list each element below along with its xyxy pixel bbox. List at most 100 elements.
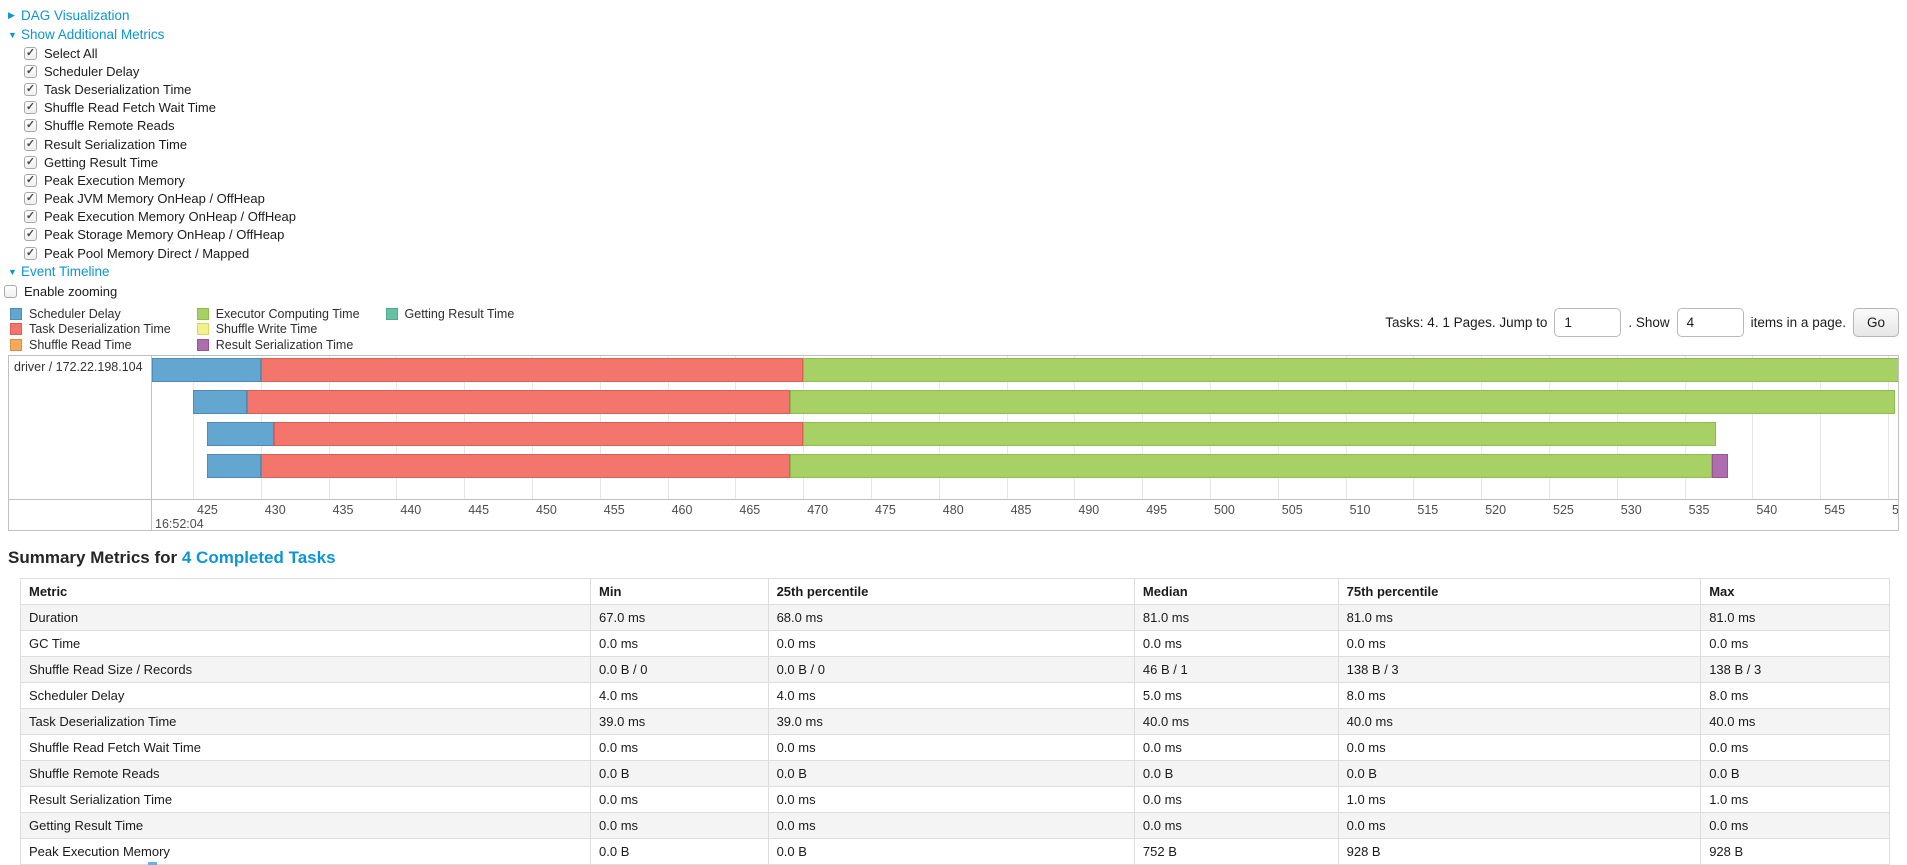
table-cell: 138 B / 3 <box>1337 655 1702 683</box>
metric-checkbox-label: Peak Execution Memory <box>44 172 185 188</box>
metric-checkbox[interactable]: ✓ <box>24 64 37 78</box>
metric-checkbox-label: Result Serialization Time <box>44 136 188 152</box>
dag-visualization-link[interactable]: DAG Visualization <box>21 8 130 23</box>
axis-tick-label: 470 <box>807 502 829 517</box>
table-header-cell: Median <box>1133 577 1339 605</box>
metric-checkbox-label: Getting Result Time <box>44 154 159 170</box>
task-bar-segment-computing[interactable] <box>789 389 1895 414</box>
task-bar-segment-scheduler_delay[interactable] <box>206 453 261 478</box>
table-cell: 46 B / 1 <box>1133 655 1339 683</box>
metric-checkbox-label: Shuffle Remote Reads <box>44 118 175 134</box>
axis-tick-label: 540 <box>1756 502 1778 517</box>
task-bar-segment-deserialization[interactable] <box>260 357 804 382</box>
enable-zooming-label: Enable zooming <box>24 284 118 300</box>
table-cell: 0.0 B / 0 <box>767 655 1135 683</box>
enable-zooming-checkbox[interactable]: ✓ <box>4 285 17 299</box>
table-cell: 0.0 ms <box>1700 733 1890 761</box>
metric-checkbox-label: Scheduler Delay <box>44 63 140 79</box>
dag-visualization-toggle[interactable]: ▶ DAG Visualization <box>8 6 1907 25</box>
task-bar-segment-result_serialization[interactable] <box>1711 453 1728 478</box>
metric-checkbox[interactable]: ✓ <box>24 46 37 60</box>
event-timeline-chart[interactable]: driver / 172.22.198.104 16:52:04 425 430 4… <box>8 354 1899 531</box>
axis-gridline <box>1888 355 1889 499</box>
task-bar-segment-deserialization[interactable] <box>260 453 790 478</box>
metric-checkbox-row: ✓ Getting Result Time <box>24 153 1907 171</box>
table-cell: 928 B <box>1337 837 1702 865</box>
legend-swatch-icon <box>10 323 22 335</box>
axis-tick-label: 460 <box>671 502 693 517</box>
axis-tick-label: 535 <box>1688 502 1710 517</box>
enable-zooming-row: ✓ Enable zooming <box>4 282 1907 301</box>
table-row: Task Deserialization Time 39.0 ms 39.0 ms 4… <box>19 707 1890 735</box>
table-cell: 0.0 ms <box>590 785 769 813</box>
summary-metrics-heading: Summary Metrics for 4 Completed Tasks <box>8 548 1907 568</box>
metric-checkbox-row: ✓ Shuffle Remote Reads <box>24 117 1907 135</box>
metric-checkbox[interactable]: ✓ <box>24 173 37 187</box>
table-cell: 0.0 B <box>590 837 769 865</box>
table-cell: 138 B / 3 <box>1700 655 1890 683</box>
metric-checkbox[interactable]: ✓ <box>24 82 37 96</box>
task-bar-segment-scheduler_delay[interactable] <box>152 357 261 382</box>
legend-label: Result Serialization Time <box>215 337 354 352</box>
axis-tick-label: 500 <box>1214 502 1235 517</box>
chevron-down-icon: ▼ <box>8 266 17 277</box>
metric-checkbox-row: ✓ Shuffle Read Fetch Wait Time <box>24 99 1907 117</box>
completed-tasks-link[interactable]: 4 Completed Tasks <box>181 547 336 567</box>
metric-checkbox[interactable]: ✓ <box>24 210 37 224</box>
metric-checkbox[interactable]: ✓ <box>24 137 37 151</box>
table-row: Getting Result Time 0.0 ms 0.0 ms 0.0 ms 0.0… <box>19 811 1890 839</box>
table-cell: 8.0 ms <box>1700 681 1890 709</box>
axis-tick-label: 430 <box>264 502 286 517</box>
task-bar-segment-scheduler_delay[interactable] <box>206 421 275 446</box>
metric-checkbox[interactable]: ✓ <box>24 101 37 115</box>
legend-column: Getting Result Time <box>385 306 514 352</box>
metric-checkbox[interactable]: ✓ <box>24 119 37 133</box>
axis-tick-label: 455 <box>603 502 625 517</box>
show-additional-metrics-toggle[interactable]: ▼ Show Additional Metrics <box>8 25 1907 44</box>
metric-checkbox-row: ✓ Peak Execution Memory OnHeap / OffHeap <box>24 208 1907 226</box>
jump-to-page-input[interactable] <box>1554 308 1622 338</box>
task-bar-segment-computing[interactable] <box>803 421 1716 446</box>
table-cell: 4.0 ms <box>767 681 1135 709</box>
metric-checkbox[interactable]: ✓ <box>24 246 37 260</box>
table-cell: 0.0 ms <box>767 629 1135 657</box>
table-cell: Shuffle Remote Reads <box>19 759 592 787</box>
task-bar-segment-computing[interactable] <box>789 453 1712 478</box>
table-cell: Scheduler Delay <box>19 681 592 709</box>
metric-checkbox-label: Select All <box>44 45 98 61</box>
legend-column: Executor Computing Time Shuffle Write Tim… <box>196 306 360 352</box>
chevron-right-icon: ▶ <box>8 10 15 20</box>
axis-tick-label: 425 <box>197 502 218 517</box>
metric-checkbox-row: ✓ Peak JVM Memory OnHeap / OffHeap <box>24 190 1907 208</box>
check-icon: ✓ <box>25 246 36 259</box>
task-bar-segment-scheduler_delay[interactable] <box>193 389 248 414</box>
metric-checkbox[interactable]: ✓ <box>24 192 37 206</box>
table-cell: 40.0 ms <box>1133 707 1339 735</box>
task-bar-segment-computing[interactable] <box>803 357 1898 382</box>
event-timeline-toggle[interactable]: ▼ Event Timeline <box>8 262 1907 281</box>
pagination-items-text: items in a page. <box>1750 315 1846 331</box>
table-cell: 0.0 ms <box>590 733 769 761</box>
metric-checkbox-row: ✓ Scheduler Delay <box>24 62 1907 80</box>
go-button[interactable]: Go <box>1852 308 1899 338</box>
metric-checkbox[interactable]: ✓ <box>24 155 37 169</box>
check-icon: ✓ <box>25 210 36 223</box>
task-bar-segment-deserialization[interactable] <box>247 389 790 414</box>
table-cell: Peak Execution Memory <box>19 837 592 865</box>
table-cell: 39.0 ms <box>767 707 1135 735</box>
event-timeline-link[interactable]: Event Timeline <box>21 264 110 280</box>
axis-tick-label: 520 <box>1485 502 1507 517</box>
items-per-page-input[interactable] <box>1676 308 1744 338</box>
metric-checkbox-label: Peak JVM Memory OnHeap / OffHeap <box>44 191 265 207</box>
metric-checkbox-label: Shuffle Read Fetch Wait Time <box>44 100 216 116</box>
table-header-cell: Metric <box>19 577 592 605</box>
legend-swatch-icon <box>196 338 209 351</box>
task-bar-segment-deserialization[interactable] <box>274 421 804 446</box>
metric-checkbox[interactable]: ✓ <box>24 228 37 242</box>
check-icon: ✓ <box>25 82 36 95</box>
legend-label: Scheduler Delay <box>29 306 121 321</box>
table-cell: 81.0 ms <box>1337 603 1702 631</box>
timeline-legend: Scheduler Delay Task Deserialization Time… <box>10 306 514 352</box>
show-additional-metrics-link[interactable]: Show Additional Metrics <box>21 27 165 42</box>
legend-swatch-icon <box>10 307 22 320</box>
